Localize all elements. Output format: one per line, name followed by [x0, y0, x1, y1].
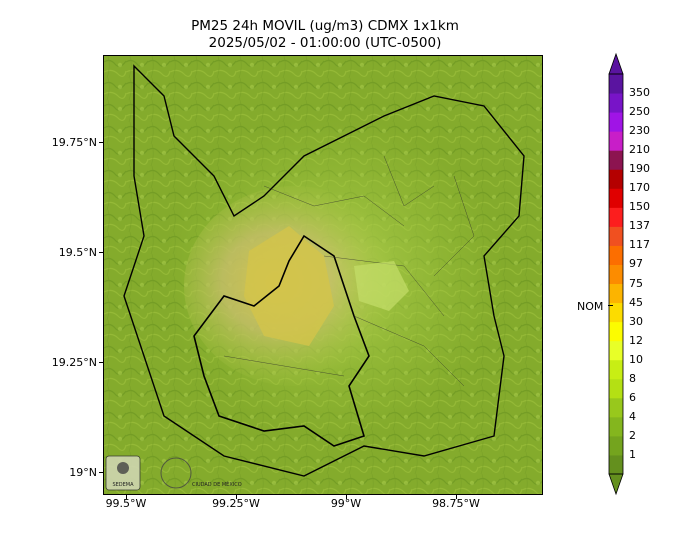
colorbar-segment	[609, 359, 623, 380]
colorbar-level-label: 8	[629, 371, 636, 385]
colorbar-segment	[609, 435, 623, 456]
map-timestamp: 2025/05/02 - 01:00:00 (UTC-0500)	[208, 35, 442, 51]
y-tick-label: 19.75°N	[51, 136, 97, 149]
colorbar	[608, 52, 624, 496]
colorbar-level-label: 97	[629, 257, 643, 271]
colorbar-level-label: 75	[629, 276, 643, 290]
colorbar-segment	[609, 283, 623, 304]
y-tick-label: 19.25°N	[51, 356, 97, 369]
colorbar-segment	[609, 207, 623, 227]
cdmx-logo: CIUDAD DE MÉXICO	[160, 457, 242, 489]
colorbar-segment	[609, 454, 623, 475]
colorbar-level-label: 190	[629, 162, 650, 176]
colorbar-segment	[609, 74, 623, 94]
colorbar-outline	[608, 73, 624, 475]
colorbar-level-label: 10	[629, 352, 643, 366]
y-tick	[99, 252, 103, 253]
cdmx-boundary	[193, 234, 370, 447]
colorbar-min-arrow	[608, 473, 624, 496]
colorbar-level-label: 117	[629, 238, 650, 252]
colorbar-level-label: 150	[629, 200, 650, 214]
nom-reference-label: NOM	[577, 300, 604, 313]
colorbar-level-label: 137	[629, 219, 650, 233]
state-boundary	[123, 64, 525, 477]
colorbar-max-arrow	[608, 52, 624, 75]
colorbar-level-label: 45	[629, 295, 643, 309]
x-tick	[236, 495, 237, 499]
colorbar-segment	[609, 131, 623, 151]
colorbar-level-label: 350	[629, 86, 650, 100]
colorbar-segment	[609, 378, 623, 399]
nom-reference-tick	[608, 305, 613, 306]
colorbar-level-label: 4	[629, 409, 636, 423]
colorbar-level-label: 250	[629, 105, 650, 119]
lake-area	[354, 261, 409, 311]
x-tick-label: 99.25°W	[212, 497, 260, 510]
svg-text:CIUDAD DE MÉXICO: CIUDAD DE MÉXICO	[192, 480, 242, 488]
x-tick	[346, 495, 347, 499]
x-tick-label: 99°W	[330, 497, 362, 510]
svg-text:SEDEMA: SEDEMA	[112, 482, 134, 488]
pm25-core	[244, 226, 334, 346]
colorbar-segment	[609, 264, 623, 285]
x-tick	[456, 495, 457, 499]
colorbar-segment	[609, 416, 623, 437]
y-tick-label: 19°N	[69, 466, 97, 479]
colorbar-segment	[609, 302, 623, 323]
sedema-logo: SEDEMA	[105, 455, 141, 491]
colorbar-level-label: 6	[629, 390, 636, 404]
colorbar-level-label: 30	[629, 314, 643, 328]
colorbar-segment	[609, 321, 623, 342]
y-tick	[99, 472, 103, 473]
colorbar-segment	[609, 93, 623, 113]
colorbar-segment	[609, 150, 623, 170]
y-tick-label: 19.5°N	[58, 246, 97, 259]
colorbar-level-label: 170	[629, 181, 650, 195]
colorbar-segment	[609, 188, 623, 208]
colorbar-segment	[609, 397, 623, 418]
x-tick-label: 99.5°W	[105, 497, 147, 510]
x-tick	[126, 495, 127, 499]
y-tick	[99, 142, 103, 143]
colorbar-level-label: 12	[629, 333, 643, 347]
colorbar-level-label: 210	[629, 143, 650, 157]
colorbar-segment	[609, 226, 623, 246]
colorbar-level-label: 2	[629, 428, 636, 442]
colorbar-segment	[609, 340, 623, 361]
colorbar-level-label: 1	[629, 447, 636, 461]
colorbar-segment	[609, 245, 623, 265]
x-tick-label: 98.75°W	[432, 497, 480, 510]
colorbar-segment	[609, 169, 623, 189]
colorbar-segment	[609, 112, 623, 132]
municipal-lines	[223, 155, 475, 387]
y-tick	[99, 362, 103, 363]
pm25-map: SEDEMA CIUDAD DE MÉXICO	[103, 55, 543, 495]
colorbar-level-label: 230	[629, 124, 650, 138]
map-title: PM25 24h MOVIL (ug/m3) CDMX 1x1km	[191, 18, 459, 34]
